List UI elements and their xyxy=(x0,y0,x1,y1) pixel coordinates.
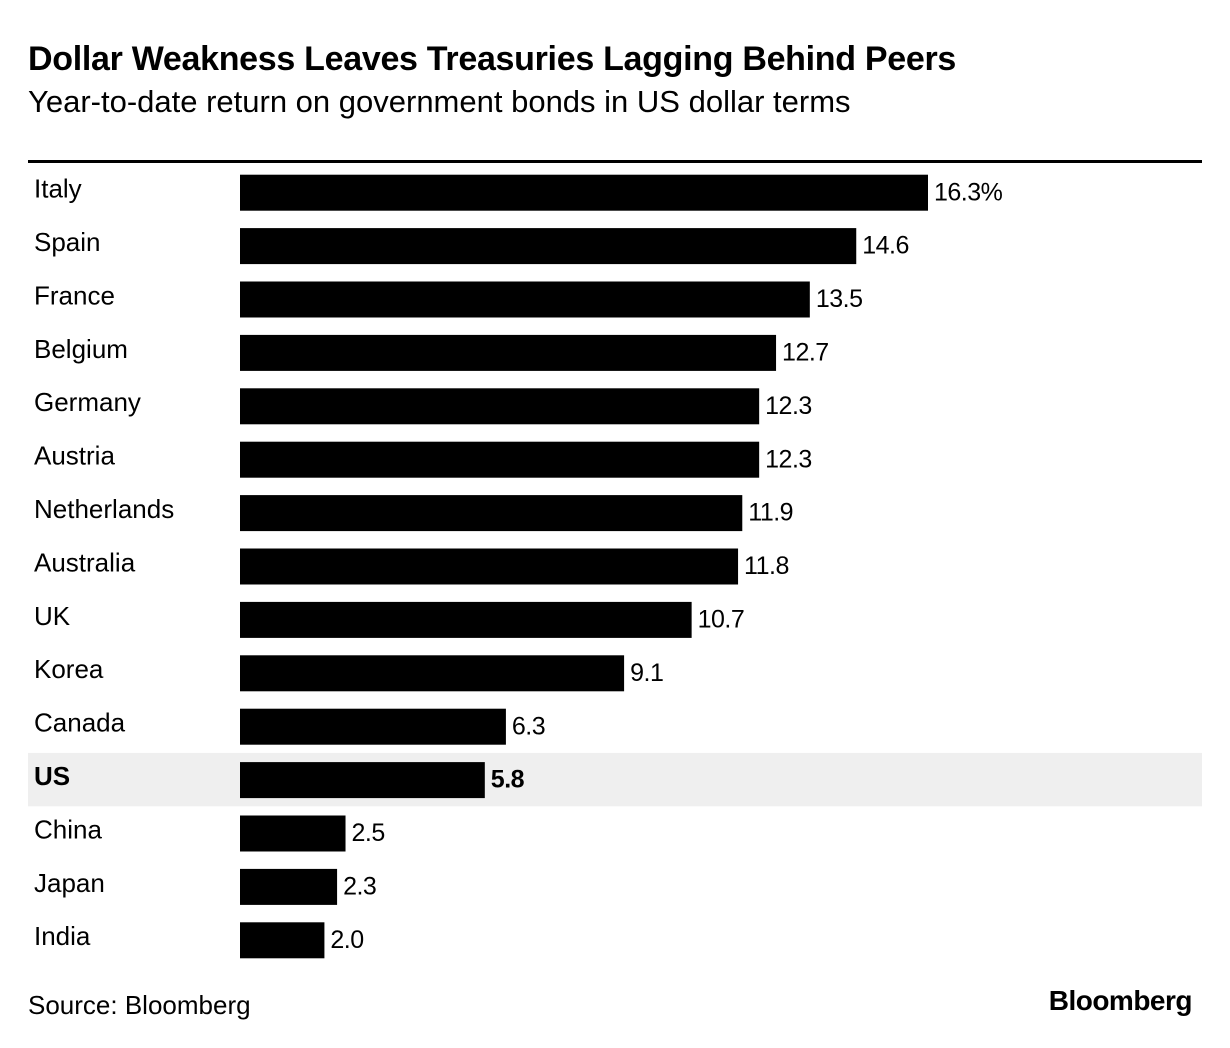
category-label-us: US xyxy=(34,761,70,791)
value-label-china: 2.5 xyxy=(352,819,385,847)
category-label-china: China xyxy=(34,814,102,844)
chart-subtitle: Year-to-date return on government bonds … xyxy=(28,84,851,119)
value-label-belgium: 12.7 xyxy=(782,339,829,367)
value-label-uk: 10.7 xyxy=(698,606,745,634)
bar-australia xyxy=(240,548,739,585)
bar-us xyxy=(240,762,485,799)
value-label-canada: 6.3 xyxy=(512,712,545,740)
category-label-india: India xyxy=(34,921,91,951)
value-label-germany: 12.3 xyxy=(765,392,812,420)
bar-austria xyxy=(240,441,760,478)
value-label-australia: 11.8 xyxy=(744,552,789,580)
chart-title: Dollar Weakness Leaves Treasuries Laggin… xyxy=(28,40,957,78)
bar-china xyxy=(240,815,346,852)
bloomberg-logo: Bloomberg xyxy=(1048,985,1193,1016)
bar-korea xyxy=(240,655,625,692)
category-label-canada: Canada xyxy=(34,708,126,738)
bar-japan xyxy=(240,868,338,905)
bar-netherlands xyxy=(240,495,743,532)
bar-germany xyxy=(240,388,760,425)
category-label-austria: Austria xyxy=(34,441,115,471)
value-label-japan: 2.3 xyxy=(343,873,376,901)
highlight-band-us xyxy=(28,752,1202,807)
bar-italy xyxy=(240,174,928,211)
value-label-austria: 12.3 xyxy=(765,445,812,473)
category-label-korea: Korea xyxy=(34,654,104,684)
bar-uk xyxy=(240,601,692,638)
value-label-france: 13.5 xyxy=(816,285,863,313)
value-label-netherlands: 11.9 xyxy=(748,499,793,527)
category-label-belgium: Belgium xyxy=(34,334,128,364)
value-label-us: 5.8 xyxy=(491,766,525,794)
bar-india xyxy=(240,922,325,959)
category-label-france: France xyxy=(34,280,115,310)
value-label-spain: 14.6 xyxy=(862,232,909,260)
category-label-australia: Australia xyxy=(34,547,136,577)
category-label-netherlands: Netherlands xyxy=(34,494,174,524)
value-label-korea: 9.1 xyxy=(630,659,663,687)
value-label-italy: 16.3% xyxy=(934,178,1003,206)
top-rule xyxy=(28,160,1202,163)
bar-france xyxy=(240,281,810,318)
source-note: Source: Bloomberg xyxy=(28,990,251,1020)
category-label-japan: Japan xyxy=(34,868,105,898)
value-label-india: 2.0 xyxy=(330,926,363,954)
bar-spain xyxy=(240,228,857,265)
bar-belgium xyxy=(240,334,777,371)
category-label-spain: Spain xyxy=(34,227,101,257)
category-label-germany: Germany xyxy=(34,387,141,417)
category-label-uk: UK xyxy=(34,601,71,631)
category-label-italy: Italy xyxy=(34,174,82,204)
bar-canada xyxy=(240,708,506,745)
